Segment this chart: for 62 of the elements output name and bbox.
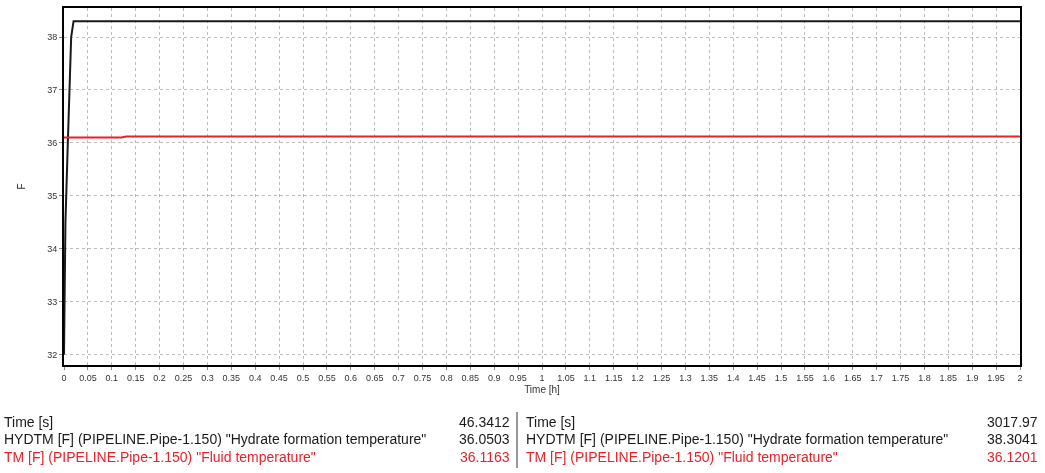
x-tick-label: 0 [61,372,67,383]
x-tick-label: 1.55 [796,372,814,383]
text: 36.0503 [459,431,510,447]
x-tick-label: 0.45 [270,372,288,383]
x-tick-label: 0.35 [222,372,241,383]
x-tick-label: 0.4 [248,372,262,383]
text: 46.3412 [459,414,510,430]
text: Time [s] [4,414,54,430]
x-tick-label: 1.7 [870,372,883,383]
x-tick-label: 1.75 [891,372,910,383]
x-tick-label: 1.05 [557,372,575,383]
x-tick-label: 1.4 [726,372,740,383]
x-tick-label: 1.5 [774,372,788,383]
x-tick-label: 2 [1017,372,1023,383]
x-tick-label: 0.8 [440,372,453,383]
x-tick-label: 0.15 [126,372,145,383]
x-tick-label: 0.05 [79,372,97,383]
y-tick-label: 37 [47,85,58,96]
x-tick-label: 0.5 [296,372,310,383]
text: HYDTM [F] (PIPELINE.Pipe-1.150) "Hydrate formation temperature" [4,431,427,447]
x-tick-label: 1.95 [987,372,1005,383]
x-tick-label: 1.8 [918,372,931,383]
x-tick-label: 0.1 [105,372,119,383]
x-tick-label: 1.65 [843,372,862,383]
text: 36.1201 [987,449,1038,465]
x-tick-label: 0.75 [413,372,432,383]
x-tick-label: 1.85 [939,372,958,383]
x-tick-label: 0.65 [365,372,384,383]
x-tick-label: 1.35 [700,372,719,383]
text: Time [s] [526,414,576,430]
x-tick-label: 0.2 [153,372,166,383]
x-tick-label: 1.2 [631,372,644,383]
x-tick-label: 1.25 [652,372,671,383]
x-tick-label: 0.9 [487,372,501,383]
x-tick-label: 0.7 [392,372,405,383]
text: 3017.97 [987,414,1038,430]
x-tick-label: 1.45 [748,372,766,383]
y-tick-label: 34 [47,243,58,254]
x-tick-label: 1.6 [822,372,836,383]
text: HYDTM [F] (PIPELINE.Pipe-1.150) "Hydrate formation temperature" [526,431,949,447]
text: 36.1163 [460,449,510,465]
x-tick-label: 1.3 [679,372,692,383]
x-tick-label: 0.3 [201,372,214,383]
y-axis-title: F [15,183,27,190]
x-tick-label: 0.85 [461,372,480,383]
text: TM [F] (PIPELINE.Pipe-1.150) "Fluid temperature" [526,449,838,465]
x-tick-label: 1 [539,372,545,383]
x-tick-label: 1.9 [965,372,979,383]
y-tick-label: 36 [47,138,58,149]
x-tick-label: 0.25 [174,372,193,383]
y-tick-label: 33 [47,296,58,307]
x-tick-label: 0.55 [318,372,336,383]
text: TM [F] (PIPELINE.Pipe-1.150) "Fluid temperature" [4,449,316,465]
y-tick-label: 35 [47,190,58,201]
x-axis-title: Time [h] [524,383,561,395]
text: 38.3041 [987,431,1038,447]
x-tick-label: 0.95 [509,372,527,383]
x-tick-label: 1.1 [583,372,597,383]
x-tick-label: 1.15 [604,372,623,383]
y-tick-label: 38 [47,32,58,43]
y-tick-label: 32 [47,349,58,360]
x-tick-label: 0.6 [344,372,358,383]
